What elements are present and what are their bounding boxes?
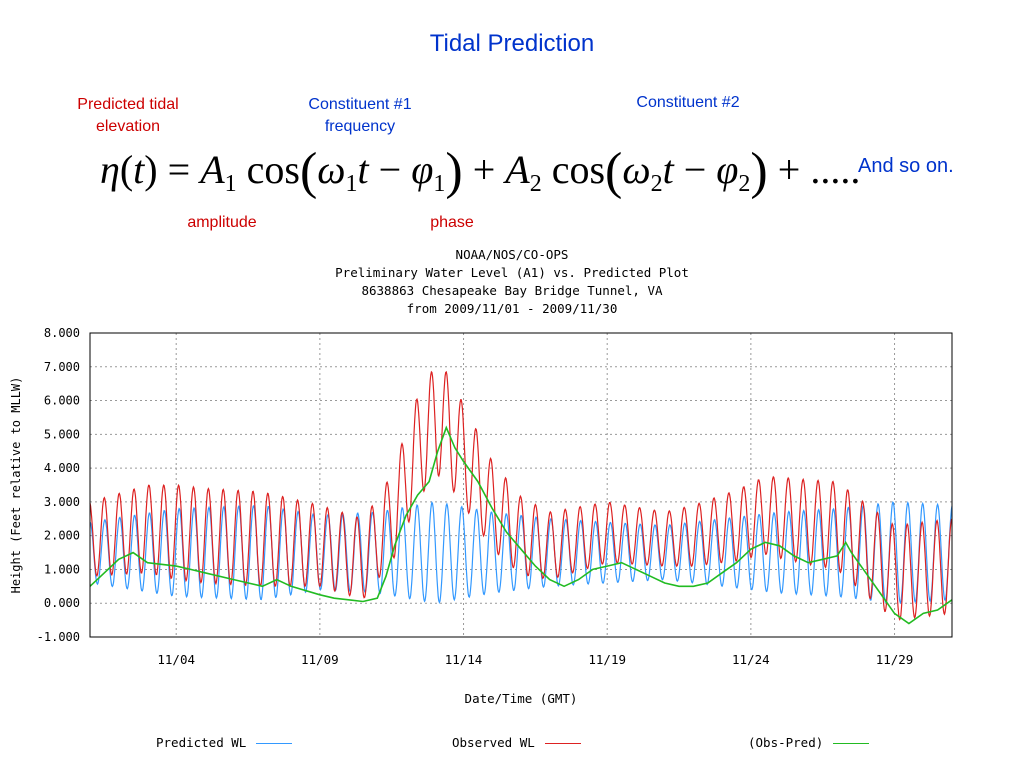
label-amplitude: amplitude — [187, 214, 257, 231]
y-tick-label: 0.000 — [44, 596, 80, 610]
y-tick-label: 6.000 — [44, 394, 80, 408]
legend-label-observed: Observed WL — [452, 735, 535, 750]
plot-header: NOAA/NOS/CO-OPS Preliminary Water Level … — [0, 246, 1024, 318]
y-tick-label: 2.000 — [44, 529, 80, 543]
legend-swatch-observed — [544, 743, 581, 744]
series-line-observed — [89, 370, 953, 621]
label-constituent-2: Constituent #2 — [636, 94, 740, 111]
tidal-equation: η(t) = A1 cos(ω1t − φ1) + A2 cos(ω2t − φ… — [100, 143, 861, 200]
legend-swatch-obs-pred — [833, 743, 870, 744]
legend-label-obs-pred: (Obs-Pred) — [748, 735, 824, 750]
plot-header-line: from 2009/11/01 - 2009/11/30 — [406, 301, 618, 316]
y-tick-label: 8.000 — [44, 326, 80, 340]
chart-series — [89, 370, 953, 625]
legend-item-obs-pred: (Obs-Pred) — [748, 735, 870, 750]
x-tick-label: 11/14 — [445, 652, 483, 667]
plot-frame — [89, 332, 953, 638]
series-line-obs-pred — [89, 425, 953, 625]
x-tick-label: 11/29 — [876, 652, 914, 667]
y-axis-label: Height (Feet relative to MLLW) — [9, 377, 23, 594]
chart-grid — [90, 332, 952, 638]
legend-item-observed: Observed WL — [452, 735, 581, 750]
series-line-predicted — [89, 500, 953, 605]
legend-item-predicted: Predicted WL — [156, 735, 293, 750]
legend-label-predicted: Predicted WL — [156, 735, 247, 750]
y-tick-label: 1.000 — [44, 562, 80, 576]
y-tick-label: 5.000 — [44, 427, 80, 441]
x-tick-label: 11/09 — [301, 652, 339, 667]
y-tick-label: 7.000 — [44, 360, 80, 374]
slide-title: Tidal Prediction — [429, 30, 595, 57]
label-and-so-on: And so on. — [858, 155, 954, 177]
x-axis-label: Date/Time (GMT) — [465, 691, 578, 706]
plot-header-line: Preliminary Water Level (A1) vs. Predict… — [335, 265, 689, 280]
y-tick-label: 3.000 — [44, 495, 80, 509]
water-level-chart: -1.000 0.000 1.000 2.000 3.000 4.000 5.000 6.00… — [9, 326, 953, 706]
y-tick-label: 4.000 — [44, 461, 80, 475]
legend-swatch-predicted — [256, 743, 293, 744]
label-constituent-1-frequency: Constituent #1 frequency — [308, 96, 412, 135]
plot-header-line: 8638863 Chesapeake Bay Bridge Tunnel, VA — [361, 283, 663, 298]
x-axis-ticks: 11/04 11/09 11/14 11/19 11/24 11/29 — [157, 652, 913, 667]
label-phase: phase — [430, 214, 474, 231]
x-tick-label: 11/04 — [157, 652, 195, 667]
label-predicted-tidal-elevation: Predicted tidal elevation — [77, 96, 179, 135]
x-tick-label: 11/19 — [588, 652, 626, 667]
y-tick-label: -1.000 — [37, 630, 80, 644]
plot-header-line: NOAA/NOS/CO-OPS — [455, 247, 569, 262]
y-axis-ticks: -1.000 0.000 1.000 2.000 3.000 4.000 5.000 6.00… — [37, 326, 80, 644]
x-tick-label: 11/24 — [732, 652, 770, 667]
